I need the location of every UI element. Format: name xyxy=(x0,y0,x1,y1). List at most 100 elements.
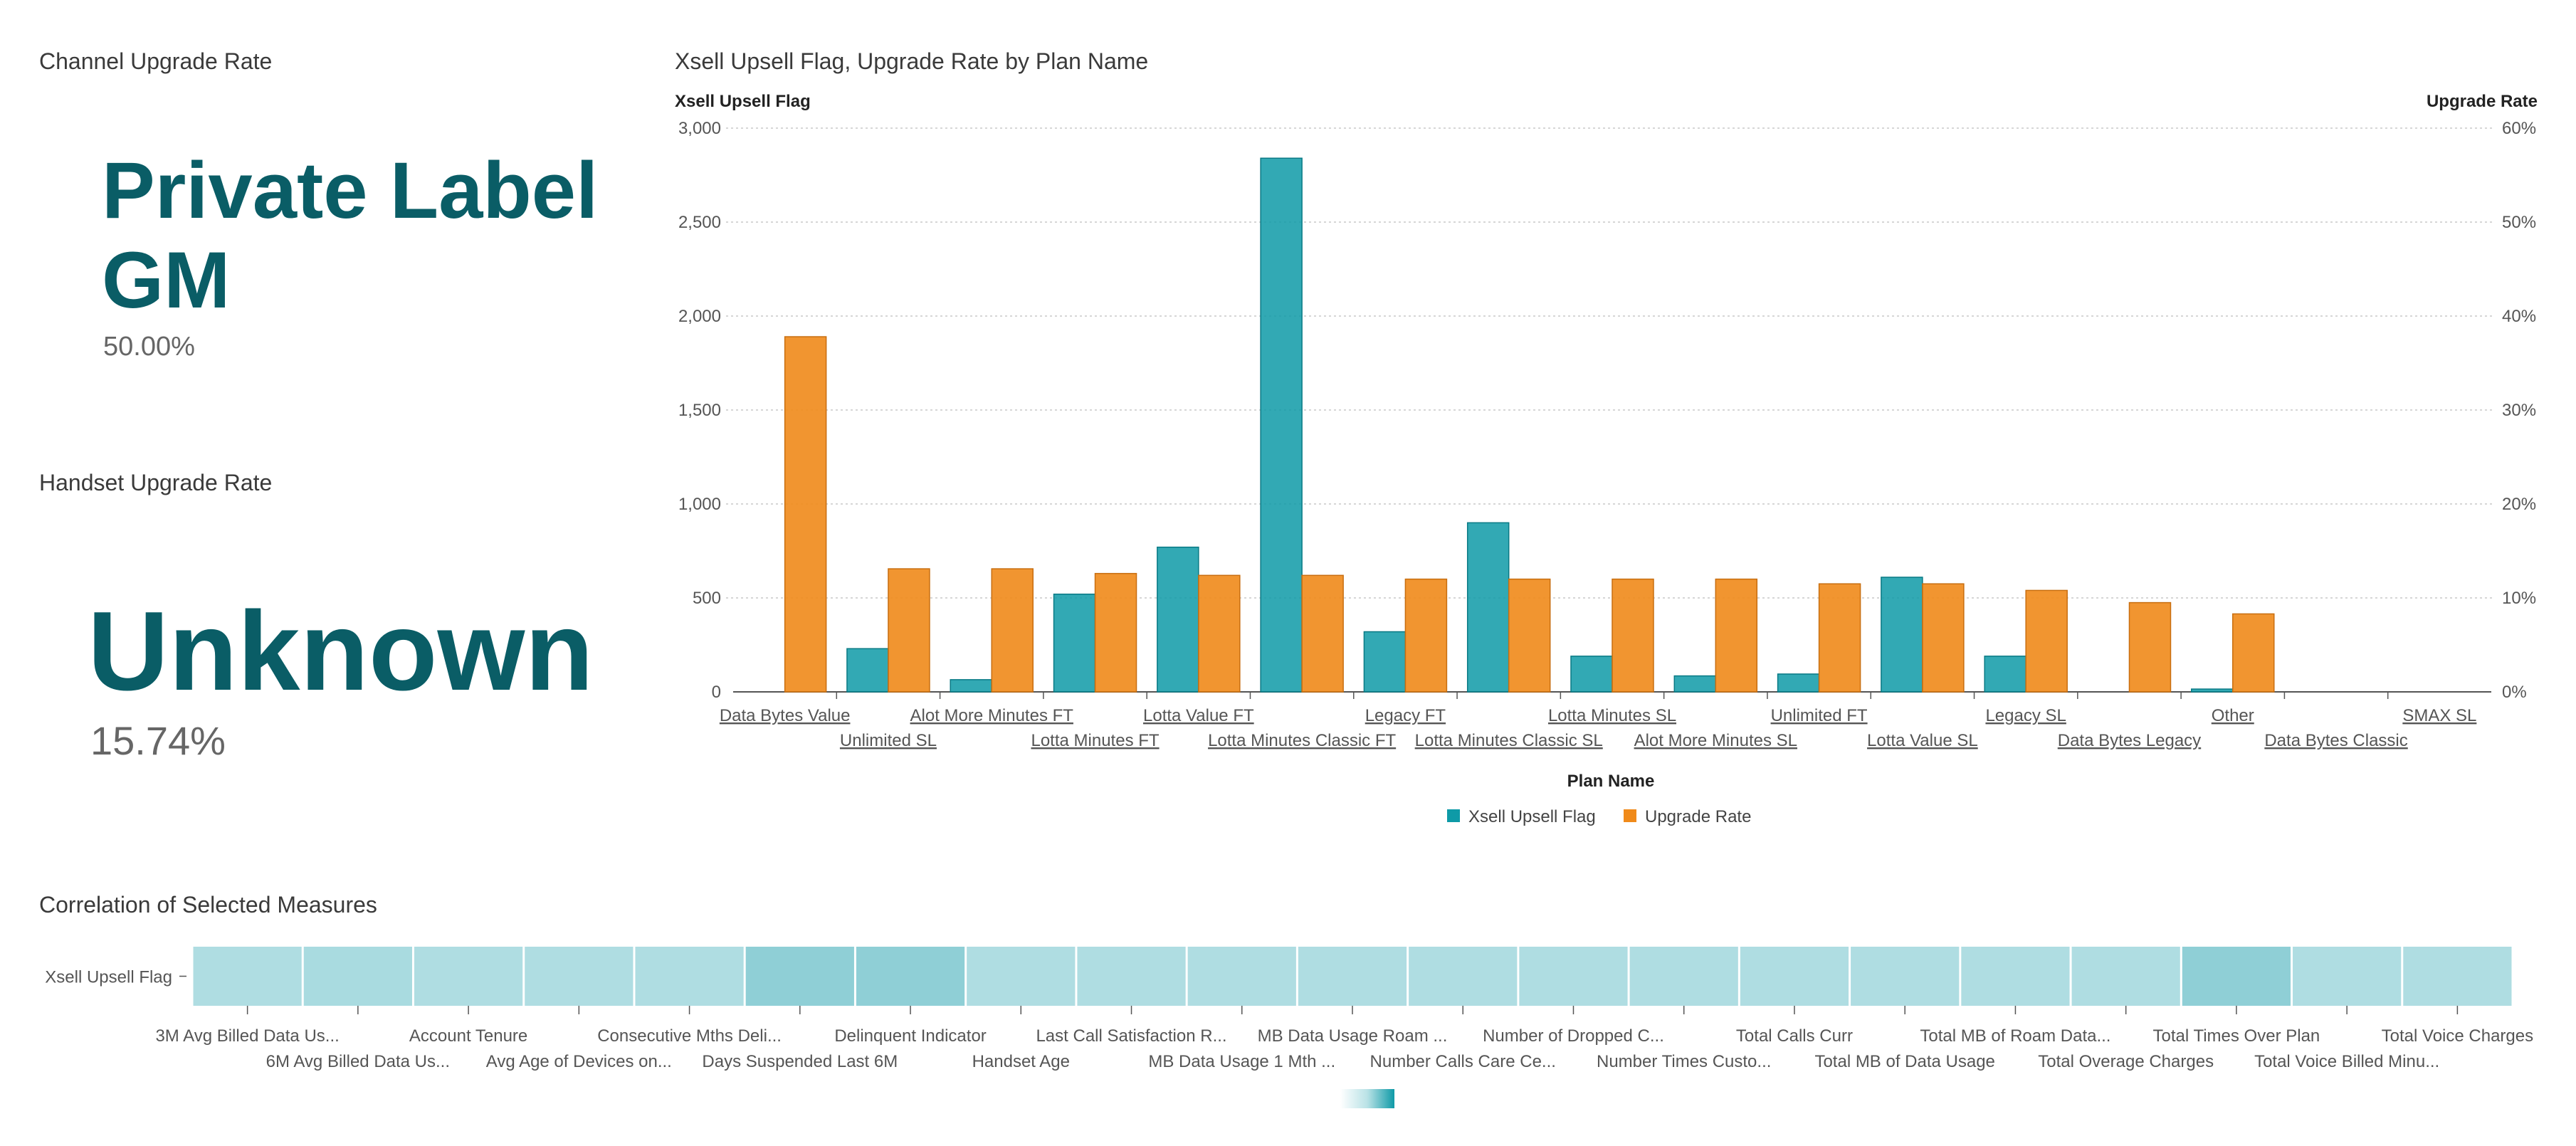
channel-kpi-title: Channel Upgrade Rate xyxy=(39,48,273,74)
legend-swatch xyxy=(1447,809,1460,822)
y-tick-label: 1,500 xyxy=(678,401,721,420)
heatmap-cell[interactable] xyxy=(1187,947,1296,1006)
y2-axis-title: Upgrade Rate xyxy=(2427,92,2538,111)
bar-upgrade-rate[interactable] xyxy=(1198,574,1241,693)
bar-upgrade-rate[interactable] xyxy=(2232,613,2275,693)
y-tick-label: 1,000 xyxy=(678,495,721,514)
x-tick-label[interactable]: SMAX SL xyxy=(2402,706,2476,725)
heatmap-cell[interactable] xyxy=(1740,947,1849,1006)
y2-tick-label: 10% xyxy=(2502,589,2536,608)
heatmap-cell[interactable] xyxy=(1629,947,1738,1006)
heatmap-row-label: Xsell Upsell Flag xyxy=(45,968,172,987)
heatmap-cell[interactable] xyxy=(1519,947,1628,1006)
bar-xsell-upsell-flag[interactable] xyxy=(1260,157,1303,693)
heatmap-column-label: Number Times Custo... xyxy=(1597,1052,1771,1071)
x-tick-label[interactable]: Legacy SL xyxy=(1985,706,2066,725)
heatmap-cell[interactable] xyxy=(1409,947,1518,1006)
legend-label[interactable]: Upgrade Rate xyxy=(1645,807,1751,826)
handset-kpi-title: Handset Upgrade Rate xyxy=(39,470,273,495)
heatmap-column-label: Total Times Over Plan xyxy=(2153,1026,2320,1046)
x-tick-label[interactable]: Alot More Minutes FT xyxy=(910,706,1074,725)
bar-xsell-upsell-flag[interactable] xyxy=(1363,631,1407,693)
x-tick-label[interactable]: Legacy FT xyxy=(1365,706,1446,725)
heatmap-cell[interactable] xyxy=(967,947,1076,1006)
y2-tick-label: 30% xyxy=(2502,401,2536,420)
bar-xsell-upsell-flag[interactable] xyxy=(1570,656,1613,693)
legend-label[interactable]: Xsell Upsell Flag xyxy=(1468,807,1596,826)
heatmap-cell[interactable] xyxy=(635,947,744,1006)
x-tick-label[interactable]: Lotta Minutes Classic SL xyxy=(1415,731,1603,750)
heatmap-cell[interactable] xyxy=(414,947,523,1006)
heatmap-cell[interactable] xyxy=(2071,947,2180,1006)
heatmap-cell[interactable] xyxy=(193,947,302,1006)
bar-upgrade-rate[interactable] xyxy=(2025,589,2068,693)
bar-xsell-upsell-flag[interactable] xyxy=(1157,546,1199,693)
heatmap-column-label: Total Overage Charges xyxy=(2038,1052,2214,1071)
bar-xsell-upsell-flag[interactable] xyxy=(1673,675,1717,693)
heatmap-column-label: Number Calls Care Ce... xyxy=(1370,1052,1556,1071)
bar-xsell-upsell-flag[interactable] xyxy=(1466,522,1510,693)
heatmap-cell[interactable] xyxy=(525,947,634,1006)
chart-legend: Xsell Upsell Flag Upgrade Rate xyxy=(1447,807,1751,826)
y2-tick-label: 60% xyxy=(2502,119,2536,138)
y2-tick-label: 0% xyxy=(2502,683,2527,702)
bar-xsell-upsell-flag[interactable] xyxy=(950,679,992,693)
bar-upgrade-rate[interactable] xyxy=(1301,574,1344,693)
bar-upgrade-rate[interactable] xyxy=(784,336,827,693)
bar-upgrade-rate[interactable] xyxy=(1818,583,1861,693)
bar-upgrade-rate[interactable] xyxy=(1404,578,1448,693)
heatmap-column-label: Handset Age xyxy=(972,1052,1070,1071)
heatmap-title: Correlation of Selected Measures xyxy=(39,892,377,918)
x-tick-label[interactable]: Data Bytes Legacy xyxy=(2058,731,2201,750)
x-axis-title: Plan Name xyxy=(1567,772,1655,791)
heatmap-cell[interactable] xyxy=(303,947,412,1006)
heatmap-cell[interactable] xyxy=(2182,947,2291,1006)
y-tick-label: 2,500 xyxy=(678,213,721,232)
x-tick-label[interactable]: Alot More Minutes SL xyxy=(1634,731,1797,750)
bar-xsell-upsell-flag[interactable] xyxy=(1053,593,1096,693)
x-tick-label[interactable]: Other xyxy=(2212,706,2254,725)
bar-chart-title: Xsell Upsell Flag, Upgrade Rate by Plan … xyxy=(675,48,1149,74)
bar-chart: Xsell Upsell Flag Upgrade Rate 0 500 1,000… xyxy=(675,92,2538,826)
bar-upgrade-rate[interactable] xyxy=(1508,578,1551,693)
bar-upgrade-rate[interactable] xyxy=(1612,578,1654,693)
bar-upgrade-rate[interactable] xyxy=(1922,583,1965,693)
bar-upgrade-rate[interactable] xyxy=(991,568,1034,693)
bar-xsell-upsell-flag[interactable] xyxy=(1881,577,1923,693)
heatmap-cell[interactable] xyxy=(745,947,854,1006)
x-tick-label[interactable]: Lotta Minutes SL xyxy=(1548,706,1676,725)
x-tick-label[interactable]: Data Bytes Classic xyxy=(2264,731,2407,750)
heatmap-column-label: Total Voice Charges xyxy=(2382,1026,2533,1046)
bar-xsell-upsell-flag[interactable] xyxy=(2191,688,2234,693)
heatmap-column-label: 3M Avg Billed Data Us... xyxy=(155,1026,339,1046)
bar-xsell-upsell-flag[interactable] xyxy=(1984,656,2026,693)
x-tick-label[interactable]: Lotta Value FT xyxy=(1143,706,1254,725)
heatmap-column-label: Days Suspended Last 6M xyxy=(702,1052,898,1071)
bar-upgrade-rate[interactable] xyxy=(2128,601,2172,693)
x-tick-label[interactable]: Unlimited FT xyxy=(1771,706,1868,725)
x-tick-label[interactable]: Lotta Minutes Classic FT xyxy=(1208,731,1396,750)
heatmap-cell[interactable] xyxy=(1077,947,1186,1006)
x-tick-label[interactable]: Lotta Value SL xyxy=(1867,731,1978,750)
heatmap-cell[interactable] xyxy=(2293,947,2402,1006)
x-tick-label[interactable]: Data Bytes Value xyxy=(720,706,851,725)
y2-tick-label: 20% xyxy=(2502,495,2536,514)
bar-upgrade-rate[interactable] xyxy=(1094,572,1137,693)
heatmap-column-label: MB Data Usage Roam ... xyxy=(1258,1026,1448,1046)
heatmap-cell[interactable] xyxy=(1851,947,1960,1006)
heatmap-cell[interactable] xyxy=(1961,947,2070,1006)
x-tick-label[interactable]: Unlimited SL xyxy=(840,731,937,750)
legend-swatch xyxy=(1624,809,1636,822)
heatmap-cell[interactable] xyxy=(856,947,965,1006)
heatmap-cell[interactable] xyxy=(1298,947,1407,1006)
channel-kpi-value-line2: GM xyxy=(102,236,231,325)
bar-xsell-upsell-flag[interactable] xyxy=(846,648,889,693)
heatmap-column-label: Consecutive Mths Deli... xyxy=(597,1026,782,1046)
handset-kpi-value: Unknown xyxy=(88,589,594,714)
x-tick-label[interactable]: Lotta Minutes FT xyxy=(1031,731,1159,750)
bar-xsell-upsell-flag[interactable] xyxy=(1777,673,1820,693)
bar-upgrade-rate[interactable] xyxy=(1715,578,1758,693)
heatmap-column-label: Total MB of Roam Data... xyxy=(1920,1026,2110,1046)
bar-upgrade-rate[interactable] xyxy=(888,568,930,693)
heatmap-cell[interactable] xyxy=(2403,947,2512,1006)
